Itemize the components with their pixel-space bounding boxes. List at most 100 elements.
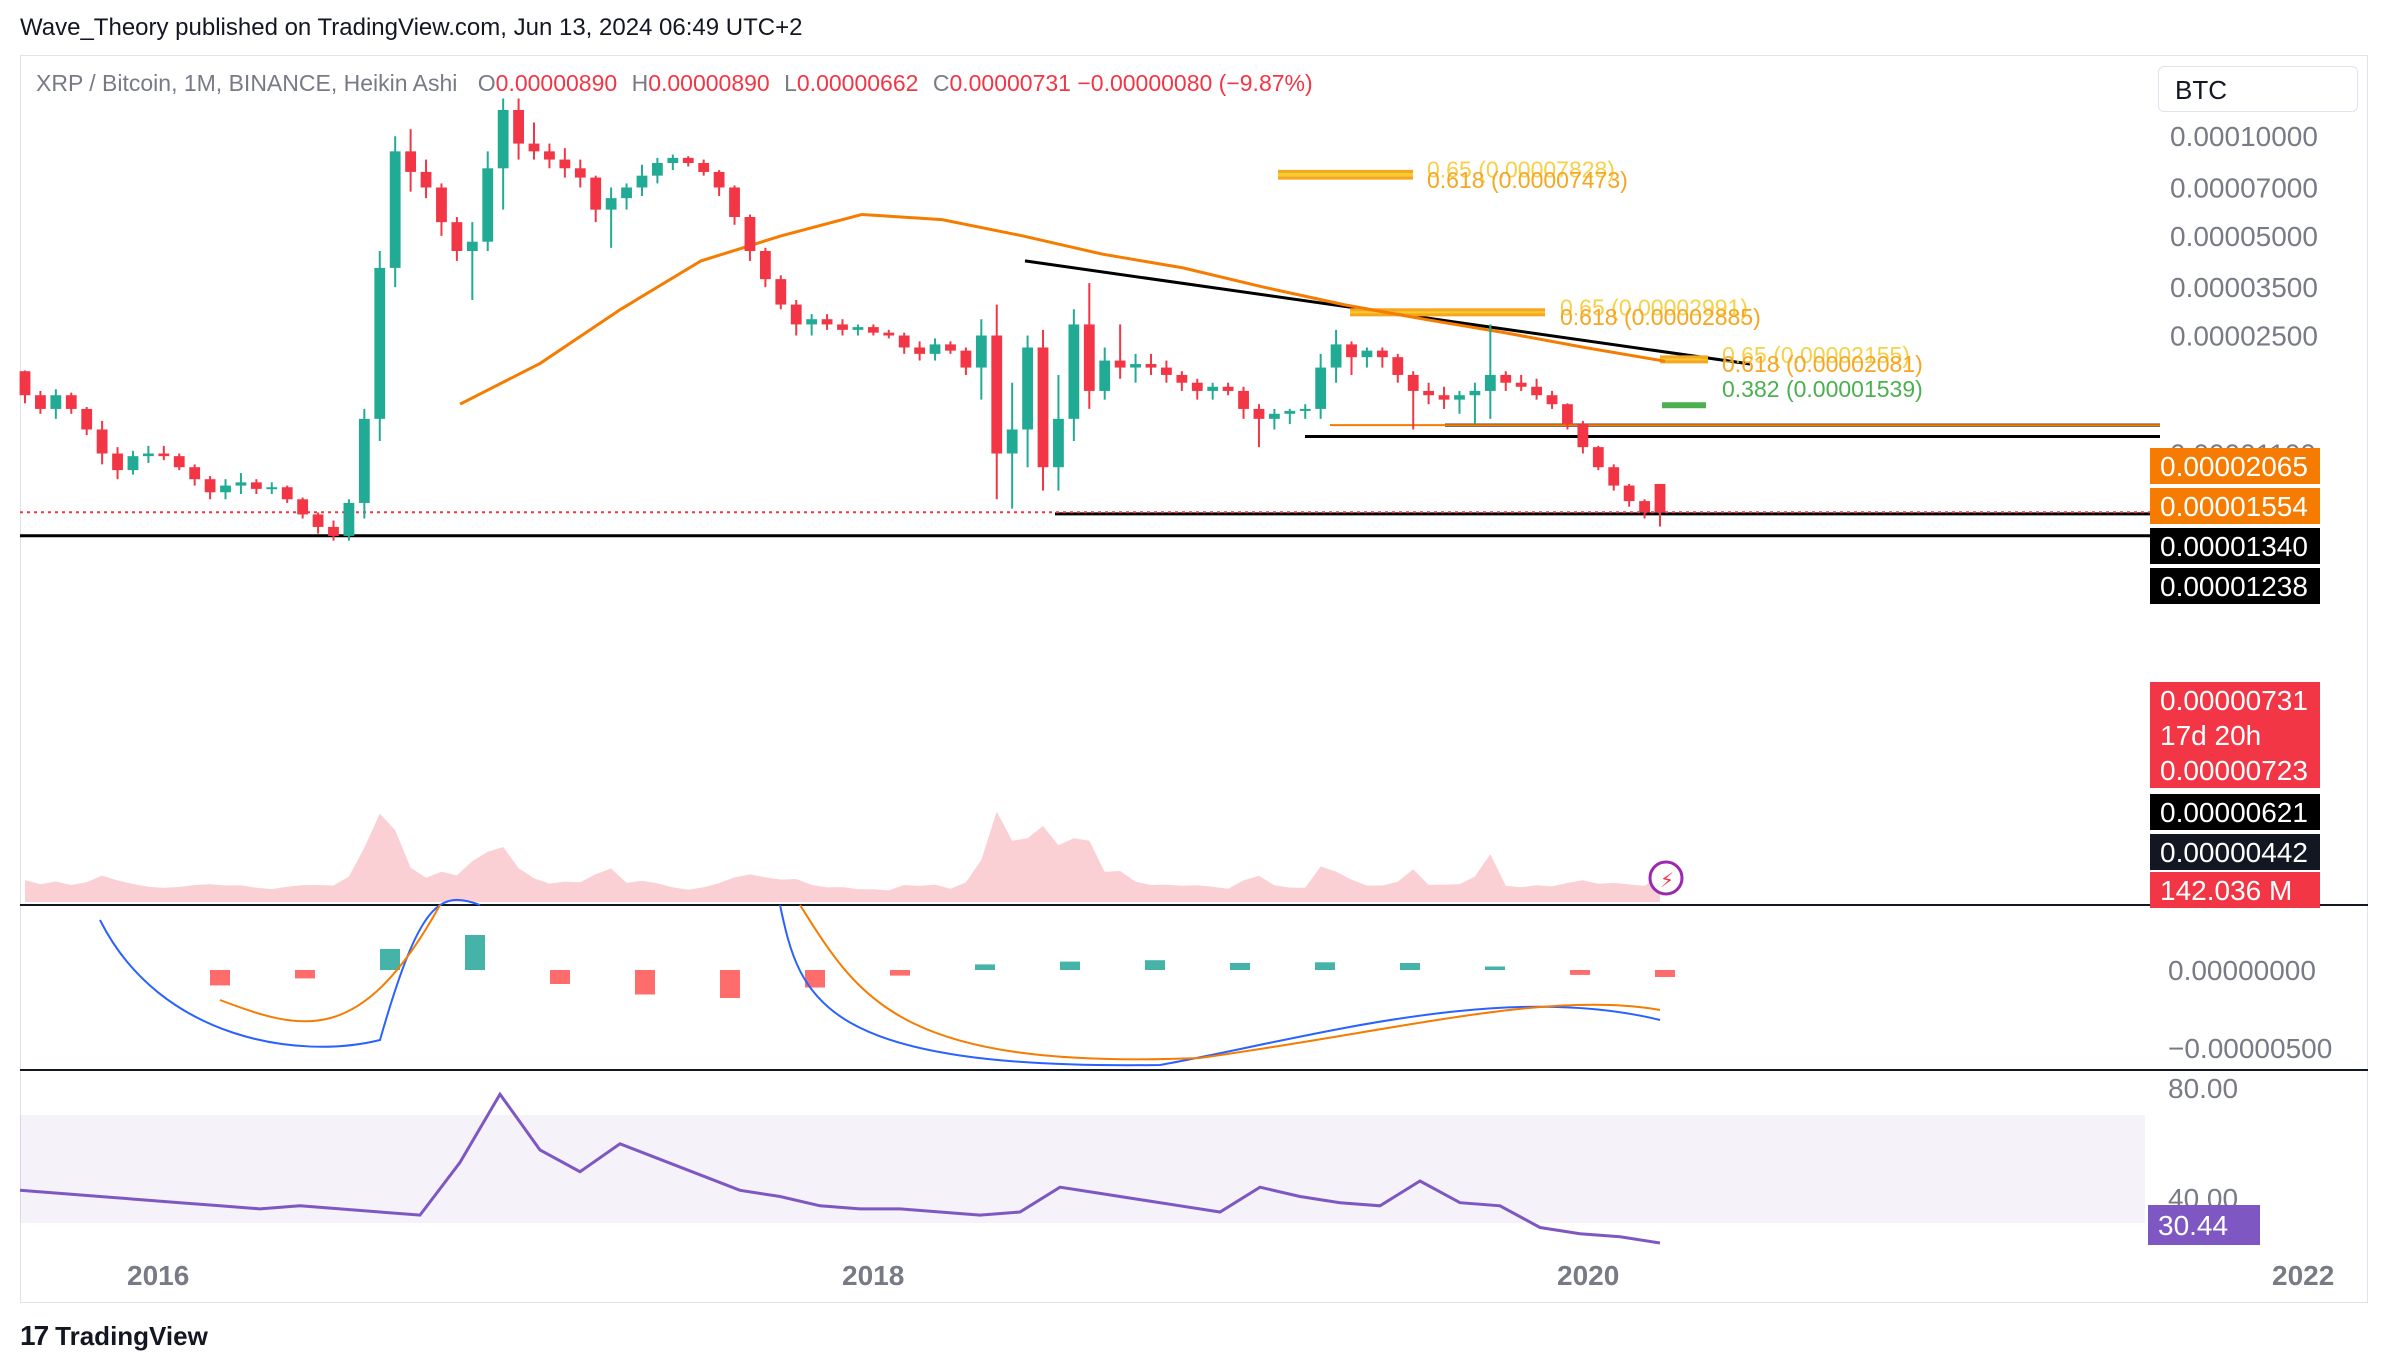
candle-body: [297, 499, 309, 515]
candle-body: [1639, 501, 1650, 513]
fib-zone: [1350, 309, 1545, 315]
macd-histogram-bar: [1060, 961, 1080, 970]
candle-body: [1037, 347, 1049, 468]
price-tag-text: 0.00001554: [2160, 491, 2308, 522]
tradingview-footer[interactable]: 17 TradingView: [20, 1320, 208, 1352]
candle-body: [729, 187, 740, 218]
macd-histogram-bar: [635, 970, 655, 995]
macd-histogram-bar: [1655, 970, 1675, 977]
chart-frame: [20, 55, 2368, 1303]
candle-body: [544, 151, 555, 160]
candle-body: [1500, 374, 1512, 383]
macd-histogram-bar: [380, 949, 400, 970]
candle-body: [1207, 386, 1219, 391]
candle-body: [574, 168, 586, 178]
candle-body: [867, 327, 879, 333]
macd-tick: −0.00000500: [2168, 1033, 2332, 1064]
candle-body: [1484, 374, 1496, 391]
price-tag: [2150, 872, 2320, 908]
candle-body: [698, 162, 710, 172]
candle-body: [1161, 367, 1172, 375]
price-tag-text: 0.00000723: [2160, 755, 2308, 786]
footer-brand: TradingView: [55, 1320, 208, 1351]
rsi-band: [20, 1115, 2145, 1223]
candle-body: [1392, 357, 1404, 375]
open-value: 0.00000890: [495, 70, 618, 96]
close-value: 0.00000731: [949, 70, 1071, 96]
rsi-line: [19, 1091, 1661, 1245]
fib-zone: [1662, 402, 1706, 409]
candle-body: [250, 482, 262, 489]
year-tick: 2018: [842, 1260, 904, 1291]
candle-body: [1284, 410, 1296, 414]
candle-body: [127, 456, 139, 471]
candle-body: [81, 408, 93, 430]
candle-body: [1454, 395, 1465, 400]
candle-body: [1145, 364, 1157, 368]
candle-body: [975, 335, 987, 368]
candle-body: [1191, 382, 1203, 391]
volume-area: [25, 811, 1660, 902]
candle-body: [1376, 350, 1388, 358]
candle-body: [528, 143, 540, 152]
candle-body: [1623, 485, 1635, 502]
candle-body: [1053, 418, 1064, 468]
price-tick: 0.00010000: [2170, 121, 2318, 152]
price-tag-text: 0.00000442: [2160, 837, 2308, 868]
candle-body: [1562, 404, 1573, 425]
candle-body: [328, 526, 339, 536]
price-tick: 0.00003500: [2170, 272, 2318, 303]
macd-histogram-bar: [805, 970, 825, 988]
candle-body: [1022, 347, 1033, 430]
candle-body: [682, 157, 694, 163]
price-tag: [2150, 834, 2320, 870]
candle-body: [590, 177, 602, 210]
candle-body: [914, 347, 926, 354]
macd-histogram-bar: [1485, 966, 1505, 970]
candle-body: [1577, 424, 1589, 448]
macd-line: [99, 898, 1661, 1067]
candle-body: [1099, 360, 1111, 391]
candle-body: [1083, 324, 1095, 391]
candle-body: [358, 418, 370, 503]
candle-body: [1438, 395, 1450, 400]
candle-body: [173, 456, 185, 468]
candle-body: [1330, 344, 1342, 368]
currency-selector[interactable]: BTC: [2158, 66, 2358, 112]
candle-body: [667, 157, 679, 163]
candle-body: [1361, 350, 1373, 358]
price-tick: 0.00002500: [2170, 320, 2318, 351]
high-value: 0.00000890: [648, 70, 770, 96]
macd-signal-line: [219, 904, 1661, 1061]
candle-body: [636, 175, 648, 188]
candle-body: [806, 319, 818, 325]
fib-label: 0.65 (0.00002155): [1722, 342, 1910, 368]
candle-body: [1315, 367, 1327, 409]
year-tick: 2016: [127, 1260, 189, 1291]
price-tag: [2150, 794, 2320, 830]
candle-body: [883, 332, 895, 336]
candle-body: [204, 479, 216, 493]
candle-body: [436, 187, 447, 223]
macd-histogram-bar: [890, 970, 910, 976]
candle-body: [1531, 386, 1543, 396]
candle-body: [65, 395, 77, 409]
tradingview-logo-icon: 17: [20, 1320, 49, 1351]
candle-body: [1238, 390, 1249, 409]
price-tag: [2150, 448, 2320, 484]
candle-body: [35, 395, 46, 409]
macd-histogram-bar: [720, 970, 740, 998]
candle-body: [945, 344, 956, 351]
candle-body: [1299, 408, 1311, 411]
candle-body: [1130, 364, 1141, 368]
candle-body: [19, 371, 31, 396]
publisher-caption: Wave_Theory published on TradingView.com…: [20, 14, 803, 41]
candle-body: [1176, 374, 1188, 383]
macd-histogram-bar: [1570, 970, 1590, 975]
fib-label: 0.65 (0.00007828): [1427, 156, 1615, 182]
open-label: O: [477, 70, 496, 96]
macd-tick: 0.00000000: [2168, 955, 2316, 986]
candle-body: [405, 151, 417, 172]
candle-body: [1423, 390, 1435, 396]
